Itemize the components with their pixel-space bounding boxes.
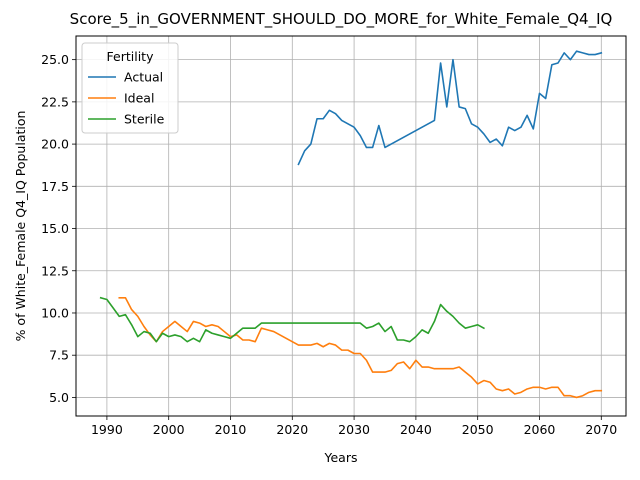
y-tick-label: 25.0 (41, 52, 69, 67)
series-lines (99, 50, 603, 399)
y-tick-label: 10.0 (41, 305, 69, 320)
legend-label-actual: Actual (124, 70, 163, 85)
y-tick-label: 15.0 (41, 221, 69, 236)
y-tick-label: 12.5 (41, 263, 69, 278)
y-axis-label: % of White_Female Q4_IQ Population (13, 111, 28, 342)
series-line-ideal (118, 296, 603, 399)
x-tick-label: 2050 (462, 422, 494, 437)
legend: Fertility Actual Ideal Sterile (81, 42, 179, 134)
y-tick-label: 22.5 (41, 94, 69, 109)
x-tick-label: 1990 (91, 422, 123, 437)
x-tick-label: 2060 (524, 422, 556, 437)
legend-label-sterile: Sterile (124, 112, 165, 127)
series-line-sterile (99, 296, 485, 343)
legend-label-ideal: Ideal (124, 91, 154, 106)
x-axis-ticks: 1990 2000 2010 2020 2030 2040 2050 2060 2070 (91, 416, 617, 437)
plot-area-frame (75, 35, 627, 417)
x-axis-label: Years (324, 450, 358, 465)
x-tick-label: 2040 (400, 422, 432, 437)
x-tick-label: 2070 (585, 422, 617, 437)
y-tick-label: 20.0 (41, 137, 69, 152)
x-tick-label: 2000 (153, 422, 185, 437)
y-axis-ticks: 5.0 7.5 10.0 12.5 15.0 17.5 20.0 22.5 25.0 (41, 52, 76, 405)
x-tick-label: 2010 (215, 422, 247, 437)
legend-entries: Actual Ideal Sterile (88, 70, 165, 127)
y-tick-label: 5.0 (49, 390, 69, 405)
y-tick-label: 17.5 (41, 179, 69, 194)
x-tick-label: 2030 (338, 422, 370, 437)
grid (76, 36, 626, 416)
x-tick-label: 2020 (276, 422, 308, 437)
y-tick-label: 7.5 (49, 348, 69, 363)
legend-box (81, 42, 179, 134)
series-line-actual (297, 50, 603, 166)
legend-title: Fertility (107, 49, 155, 64)
chart-title: Score_5_in_GOVERNMENT_SHOULD_DO_MORE_for… (70, 10, 613, 29)
